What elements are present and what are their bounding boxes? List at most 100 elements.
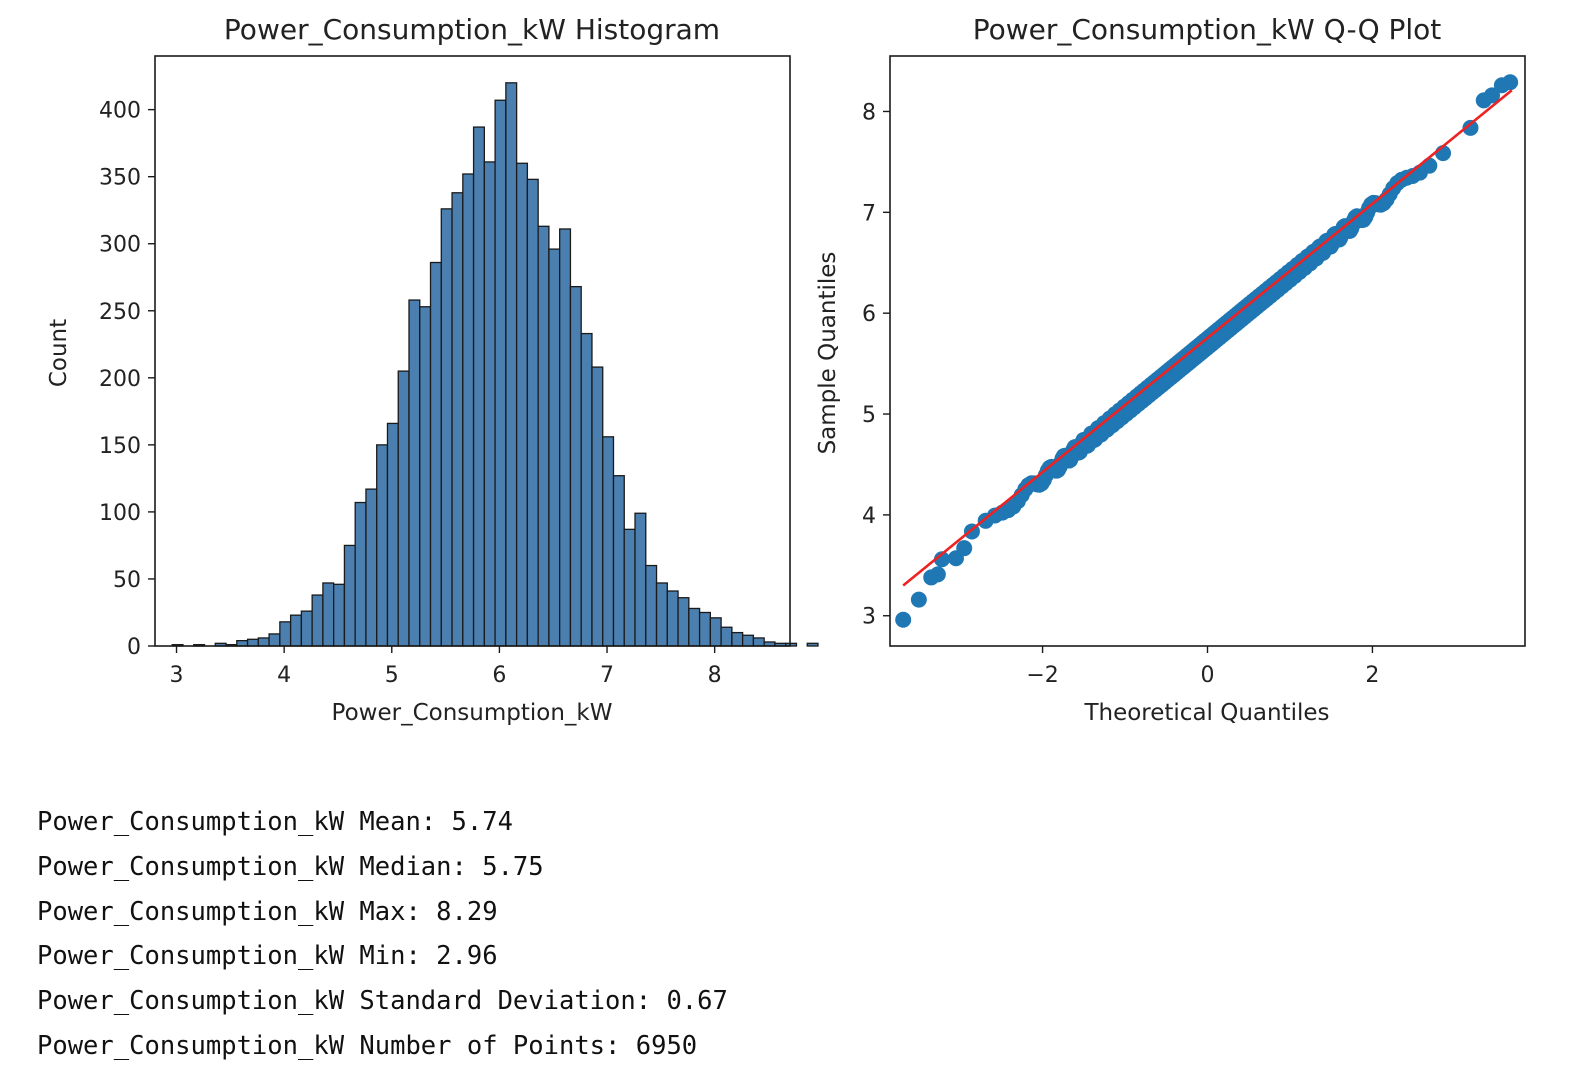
histogram-bar (785, 642, 798, 647)
histogram-bar (365, 488, 378, 647)
histogram-x-tick-label: 6 (492, 663, 506, 688)
histogram-bar (289, 614, 303, 647)
qq-points (895, 74, 1519, 628)
stat-mean: Power_Consumption_kW Mean: 5.74 (37, 807, 513, 837)
histogram-x-tick-label: 3 (170, 663, 184, 688)
qq-point (895, 611, 912, 628)
histogram-bar (580, 332, 593, 647)
histogram-y-tick-label: 50 (113, 568, 141, 593)
histogram-y-tick-label: 350 (99, 166, 141, 191)
stat-standard-deviation: Power_Consumption_kW Standard Deviation:… (37, 986, 728, 1017)
histogram-panel: Power_Consumption_kW Histogram Power_Con… (46, 13, 819, 726)
histogram-y-tick-label: 400 (99, 99, 141, 124)
histogram-bar (268, 633, 281, 647)
histogram-bar (419, 306, 432, 647)
histogram-bar (602, 436, 615, 647)
qq-plot-title: Power_Consumption_kW Q-Q Plot (973, 13, 1442, 46)
stat-median: Power_Consumption_kW Median: 5.75 (37, 851, 544, 882)
histogram-bar (300, 610, 313, 647)
histogram-bar (591, 366, 604, 647)
qq-point (1421, 157, 1438, 174)
qq-y-axis-label: Sample Quantiles (815, 252, 841, 455)
charts-figure: Power_Consumption_kW Histogram Power_Con… (46, 13, 1526, 726)
histogram-bar (236, 639, 249, 647)
histogram-bar (279, 621, 292, 647)
histogram-bar (515, 162, 529, 647)
histogram-bar (559, 228, 572, 647)
qq-y-tick-label: 6 (862, 302, 876, 327)
histogram-bar (731, 631, 744, 647)
histogram-bar (548, 248, 561, 647)
histogram-plot-frame (154, 55, 791, 647)
histogram-bar (246, 638, 259, 647)
qq-y-tick-label: 7 (862, 201, 876, 226)
histogram-bar (655, 582, 668, 647)
histogram-bar (537, 225, 550, 647)
histogram-bar (612, 475, 625, 647)
histogram-bar (311, 594, 324, 647)
qq-y-tick-label: 4 (862, 504, 876, 529)
histogram-y-axis-label: Count (46, 319, 72, 387)
qq-point (929, 566, 946, 583)
qq-point (1462, 119, 1479, 136)
qq-y-tick-label: 8 (862, 100, 876, 125)
histogram-bar (698, 611, 712, 647)
histogram-bar (376, 444, 389, 647)
histogram-bar (483, 161, 496, 647)
histogram-bar (709, 617, 722, 647)
histogram-y-tick-label: 150 (99, 434, 141, 459)
histogram-bar (386, 422, 399, 647)
histogram-bar (720, 626, 733, 647)
histogram-bar (451, 192, 464, 647)
histogram-bar (666, 590, 679, 647)
qq-x-axis-label: Theoretical Quantiles (1083, 700, 1329, 726)
histogram-x-axis-label: Power_Consumption_kW (332, 700, 613, 726)
histogram-bar (322, 582, 335, 647)
histogram-x-tick-label: 8 (708, 663, 722, 688)
qq-axes: −2 0 2 3 4 5 6 7 8 (862, 55, 1526, 688)
histogram-bar (440, 208, 453, 647)
qq-y-tick-label: 5 (862, 403, 876, 428)
histogram-bar (526, 178, 539, 647)
histogram-x-tick-label: 4 (277, 663, 291, 688)
histogram-bar (354, 501, 367, 647)
histogram-x-tick-label: 7 (600, 663, 614, 688)
histogram-bar (741, 634, 755, 647)
histogram-y-tick-label: 250 (99, 300, 141, 325)
qq-x-tick-label: 0 (1201, 663, 1215, 688)
qq-x-tick-label: −2 (1026, 663, 1058, 688)
histogram-bar (472, 126, 485, 647)
qq-reference-line (902, 89, 1513, 587)
histogram-bar (569, 285, 582, 647)
histogram-bar (343, 544, 356, 647)
histogram-bar (505, 82, 518, 647)
histogram-bar (494, 99, 507, 647)
histogram-bar (397, 370, 410, 647)
histogram-bar (677, 597, 690, 647)
histogram-bar (462, 173, 475, 647)
histogram-bar (752, 637, 765, 647)
summary-statistics: Power_Consumption_kW Mean: 5.74 Power_Co… (37, 800, 728, 1069)
qq-x-tick-label: 2 (1365, 663, 1379, 688)
histogram-bar (634, 512, 647, 647)
qq-point (956, 540, 973, 557)
histogram-y-tick-label: 0 (127, 635, 141, 660)
histogram-bar (257, 637, 270, 647)
histogram-y-tick-label: 100 (99, 501, 141, 526)
histogram-title: Power_Consumption_kW Histogram (224, 13, 720, 46)
histogram-bar (408, 299, 421, 647)
histogram-bars (171, 82, 819, 647)
histogram-bar (688, 607, 701, 647)
histogram-bar (333, 583, 346, 647)
histogram-y-tick-label: 200 (99, 367, 141, 392)
histogram-y-tick-label: 300 (99, 233, 141, 258)
qq-point (910, 591, 927, 608)
histogram-bar (623, 528, 636, 647)
qq-point (933, 551, 950, 568)
qq-point (1502, 74, 1519, 91)
histogram-bar (645, 564, 658, 647)
stat-number-of-points: Power_Consumption_kW Number of Points: 6… (37, 1030, 698, 1061)
qq-plot-panel: Power_Consumption_kW Q-Q Plot Theoretica… (815, 13, 1526, 726)
stat-min: Power_Consumption_kW Min: 2.96 (37, 941, 498, 972)
histogram-x-tick-label: 5 (385, 663, 399, 688)
